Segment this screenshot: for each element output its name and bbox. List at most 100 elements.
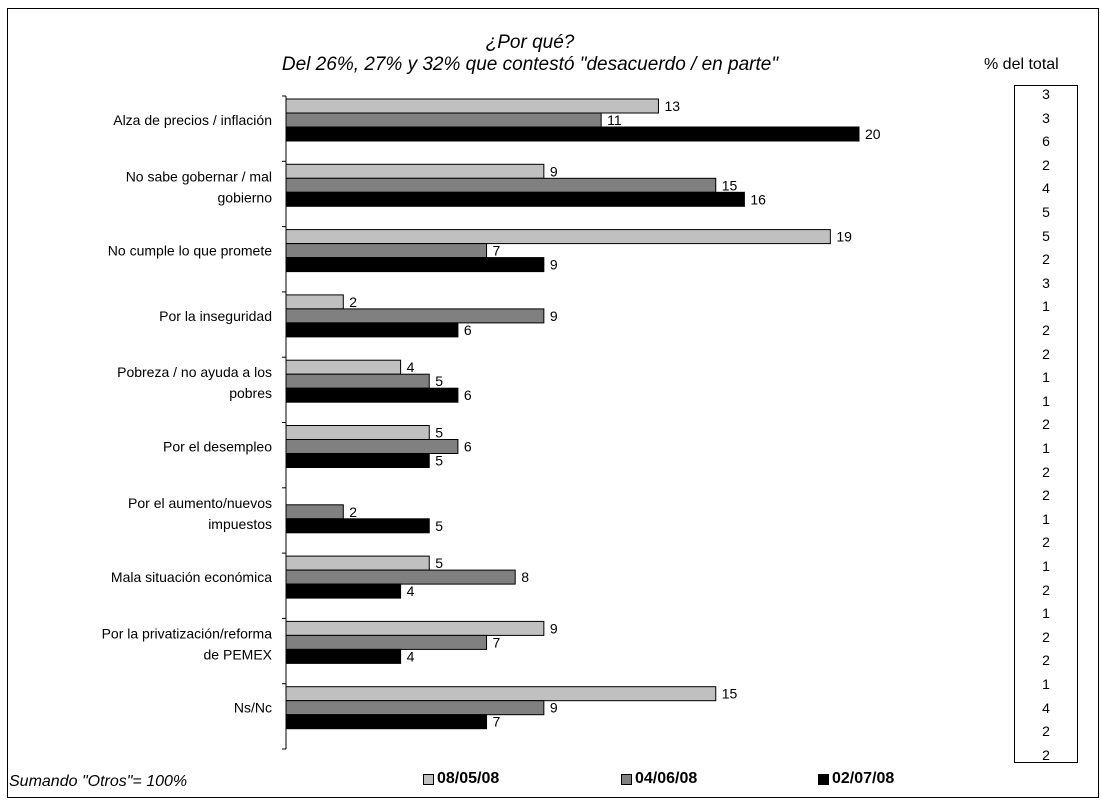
data-label: 13: [664, 98, 680, 114]
chart-subtitle: Del 26%, 27% y 32% que contestó "desacue…: [281, 54, 779, 75]
bar-02/07/08: [285, 648, 402, 664]
legend-swatch: [621, 773, 632, 785]
data-label: 9: [550, 700, 558, 716]
bar-04/06/08: [285, 243, 488, 259]
data-label: 5: [435, 373, 443, 389]
percent-total-value: 1: [1042, 298, 1050, 315]
data-label: 6: [464, 387, 472, 403]
data-label: 5: [435, 555, 443, 571]
percent-total-value: 2: [1042, 463, 1050, 480]
bar-04/06/08: [285, 177, 717, 193]
data-label: 2: [349, 504, 357, 520]
category-label: Por el desempleo: [163, 439, 272, 455]
percent-total-value: 5: [1042, 204, 1050, 220]
percent-total-value: 5: [1042, 227, 1050, 244]
bar-08/05/08: [285, 425, 430, 440]
percent-total-value: 2: [1042, 534, 1050, 551]
percent-total-value: 1: [1042, 558, 1050, 574]
data-label: 6: [464, 322, 472, 338]
data-label: 7: [493, 714, 501, 730]
legend-label: 08/05/08: [437, 770, 500, 787]
percent-total-value: 2: [1042, 251, 1050, 268]
data-label: 5: [435, 518, 443, 534]
data-label: 8: [521, 569, 529, 585]
category-label: Por la inseguridad: [159, 308, 272, 324]
bar-08/05/08: [285, 163, 545, 179]
percent-total-value: 1: [1042, 440, 1050, 456]
data-label: 9: [550, 257, 558, 273]
bar-02/07/08: [285, 257, 545, 273]
data-label: 15: [722, 686, 738, 702]
percent-total-value: 2: [1042, 746, 1050, 763]
bar-08/05/08: [285, 229, 831, 245]
chart-frame: [7, 8, 1099, 798]
legend-item: 04/06/08: [621, 770, 697, 788]
percent-total-value: 4: [1042, 180, 1050, 197]
percent-total-value: 2: [1042, 652, 1050, 669]
footnote: Sumando "Otros"= 100%: [9, 773, 188, 790]
percent-total-value: 2: [1042, 628, 1050, 645]
category-label: Pobreza / no ayuda a los pobres: [117, 364, 272, 401]
percent-total-value: 2: [1042, 156, 1050, 173]
percent-total-value: 6: [1042, 133, 1050, 150]
percent-total-value: 3: [1042, 274, 1050, 291]
category-label: No cumple lo que promete: [108, 243, 272, 259]
bar-08/05/08: [285, 359, 402, 375]
data-label: 9: [550, 620, 558, 636]
percent-total-value: 1: [1042, 676, 1050, 692]
bar-08/05/08: [285, 555, 430, 571]
category-label: No sabe gobernar / mal gobierno: [126, 168, 273, 205]
category-label: Mala situación económica: [111, 569, 272, 585]
bar-02/07/08: [285, 714, 488, 730]
data-label: 4: [407, 359, 415, 375]
percent-total-value: 2: [1042, 322, 1050, 338]
bar-02/07/08: [285, 387, 459, 403]
data-label: 20: [865, 126, 881, 142]
percent-total-value: 2: [1042, 416, 1050, 433]
bar-02/07/08: [285, 518, 430, 534]
data-label: 2: [349, 294, 357, 310]
percent-total-box: 3 3 6 2 4 5 5 2 3 1 2 2 1 1 2 1 2 2 1 2 1 2 1 2 2 1 4 2 2: [1014, 85, 1078, 763]
data-label: 6: [464, 439, 472, 455]
data-label: 7: [493, 634, 501, 650]
bar-04/06/08: [285, 373, 430, 389]
data-label: 4: [407, 583, 415, 599]
bar-04/06/08: [285, 700, 545, 716]
bar-02/07/08: [285, 191, 745, 207]
data-label: 4: [407, 648, 415, 664]
bar-08/05/08: [285, 98, 659, 114]
data-label: 7: [493, 243, 501, 259]
data-label: 11: [607, 112, 622, 128]
bar-08/05/08: [285, 686, 717, 702]
data-label: 19: [836, 229, 852, 245]
bar-04/06/08: [285, 634, 488, 650]
data-label: 16: [750, 191, 766, 207]
percent-total-value: 2: [1042, 345, 1050, 362]
percent-total-header: % del total: [984, 56, 1059, 73]
legend-swatch: [423, 773, 434, 785]
bar-04/06/08: [285, 439, 459, 454]
percent-total-value: 4: [1042, 699, 1050, 716]
percent-total-value: 3: [1042, 86, 1050, 102]
bar-04/06/08: [285, 308, 545, 324]
chart-title: ¿Por qué?: [485, 32, 575, 53]
bar-02/07/08: [285, 322, 459, 338]
percent-total-value: 1: [1042, 510, 1050, 527]
percent-total-value: 1: [1042, 369, 1050, 386]
data-label: 9: [550, 308, 558, 324]
legend-label: 02/07/08: [832, 770, 895, 787]
bar-04/06/08: [285, 504, 344, 520]
legend-item: 02/07/08: [818, 770, 894, 788]
bar-04/06/08: [285, 569, 516, 585]
percent-total-value: 1: [1042, 392, 1050, 409]
category-label: Ns/Nc: [234, 700, 272, 716]
data-label: 5: [435, 453, 443, 469]
percent-total-value: 2: [1042, 723, 1050, 740]
bar-02/07/08: [285, 453, 430, 468]
legend-item: 08/05/08: [423, 770, 499, 788]
data-label: 9: [550, 163, 558, 179]
percent-total-value: 3: [1042, 109, 1050, 126]
percent-total-value: 2: [1042, 581, 1050, 598]
data-label: 5: [435, 425, 443, 441]
bar-08/05/08: [285, 620, 545, 636]
